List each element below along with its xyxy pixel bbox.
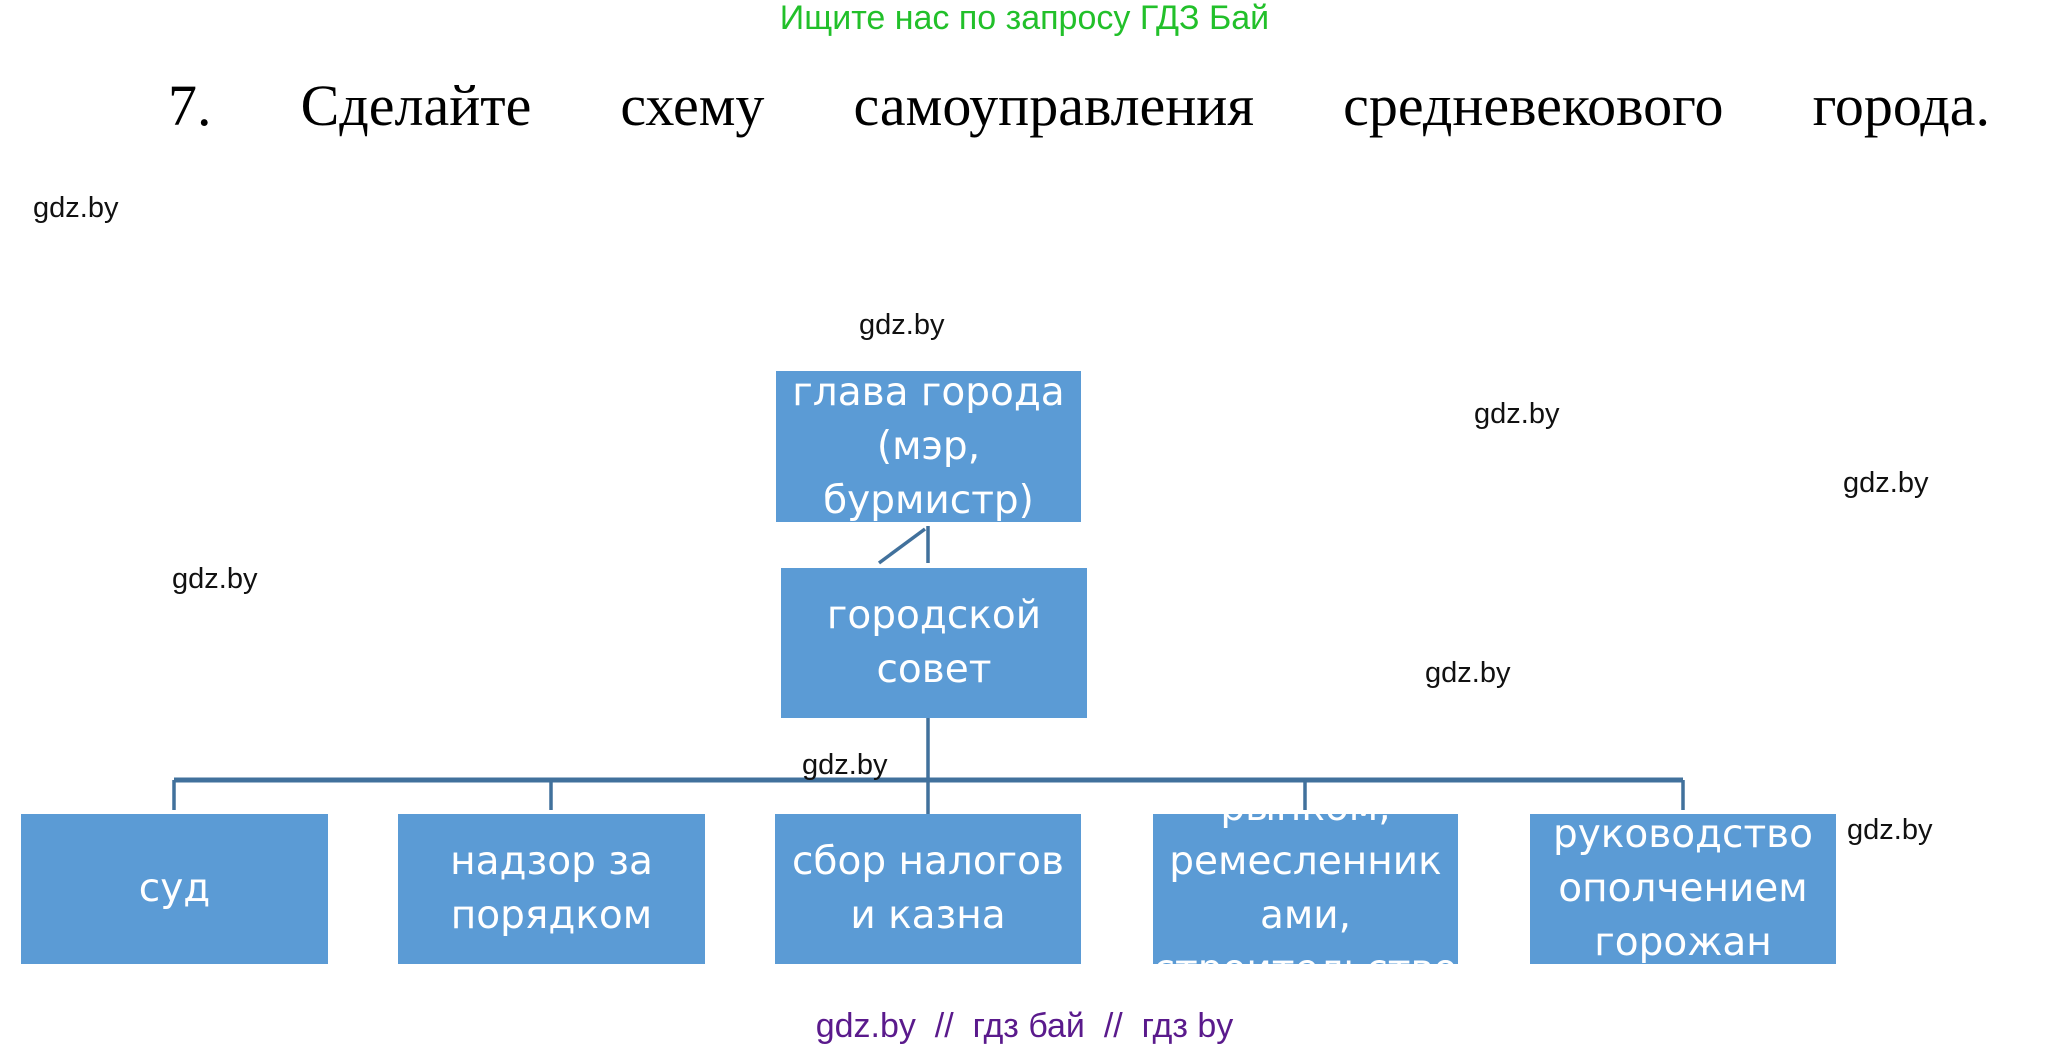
footer-watermark: gdz.by // гдз бай // гдз by	[0, 1008, 2049, 1044]
task-title: 7. Сделайте схему самоуправления среднев…	[168, 74, 1990, 138]
task-word: схему	[620, 73, 765, 138]
box-militia: руководство ополчением горожан	[1530, 812, 1836, 965]
box-text: глава города	[792, 371, 1065, 415]
box-text: ремесленник	[1169, 839, 1442, 884]
box-text: совет	[876, 647, 992, 692]
watermark: gdz.by	[33, 192, 119, 224]
box-text: бурмистр)	[823, 477, 1034, 523]
footer-text: gdz.by // гдз бай // гдз by	[815, 1007, 1234, 1045]
box-court: суд	[21, 814, 328, 964]
task-word: города.	[1812, 73, 1990, 138]
box-order: надзор за порядком	[398, 814, 705, 964]
box-text: суд	[138, 866, 211, 911]
box-text: порядком	[450, 893, 653, 938]
watermark: gdz.by	[802, 749, 888, 781]
watermark: gdz.by	[859, 309, 945, 341]
box-text: строительство	[1154, 943, 1458, 964]
watermark: gdz.by	[1847, 814, 1933, 846]
box-city-council: городской совет	[781, 568, 1087, 718]
connector-line	[877, 527, 927, 565]
box-text: надзор за	[450, 839, 653, 884]
watermark: gdz.by	[1843, 467, 1929, 499]
task-word: Сделайте	[300, 73, 532, 138]
box-text: ополчением	[1558, 866, 1808, 911]
search-hint-banner: Ищите нас по запросу ГДЗ Бай	[779, 0, 1270, 37]
watermark: gdz.by	[1474, 398, 1560, 430]
box-text: и казна	[850, 893, 1006, 938]
box-text: руководство	[1552, 812, 1814, 857]
box-text: (мэр,	[876, 423, 981, 469]
box-text: рынком,	[1220, 814, 1390, 835]
box-market: рынком, ремесленник ами, строительство	[1153, 814, 1458, 964]
box-city-head: глава города (мэр, бурмистр)	[776, 371, 1081, 522]
task-word: средневекового	[1343, 73, 1724, 138]
box-text: сбор налогов	[791, 839, 1065, 884]
box-text: горожан	[1594, 920, 1772, 965]
watermark: gdz.by	[1425, 657, 1511, 689]
box-text: городской	[826, 593, 1042, 638]
box-text: ами,	[1259, 893, 1352, 938]
task-number: 7.	[168, 73, 212, 138]
task-word: самоуправления	[853, 73, 1255, 138]
box-taxes: сбор налогов и казна	[775, 814, 1081, 964]
watermark: gdz.by	[172, 563, 258, 595]
